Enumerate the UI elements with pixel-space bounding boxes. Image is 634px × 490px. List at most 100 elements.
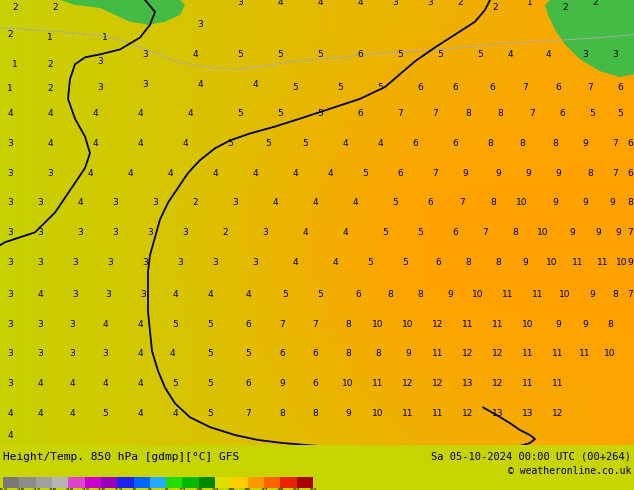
Text: 3: 3	[7, 139, 13, 148]
Text: 4: 4	[182, 139, 188, 148]
Text: 5: 5	[377, 82, 383, 92]
Text: 4: 4	[172, 409, 178, 418]
Text: 2: 2	[47, 60, 53, 69]
Text: 1: 1	[7, 84, 13, 94]
Text: 5: 5	[317, 50, 323, 59]
Text: 8: 8	[465, 109, 471, 118]
Text: 3: 3	[177, 258, 183, 267]
Text: 5: 5	[477, 50, 483, 59]
Text: 6: 6	[312, 349, 318, 359]
Text: 30: 30	[228, 489, 235, 490]
Text: 6: 6	[427, 198, 433, 207]
Text: 2: 2	[562, 3, 568, 12]
Text: 5: 5	[302, 139, 308, 148]
Text: 4: 4	[342, 228, 348, 237]
Text: 4: 4	[312, 198, 318, 207]
Text: 4: 4	[252, 79, 258, 89]
Text: 5: 5	[277, 50, 283, 59]
Text: 11: 11	[522, 349, 534, 359]
Text: 12: 12	[493, 349, 503, 359]
Text: 5: 5	[227, 139, 233, 148]
Text: 6: 6	[627, 139, 633, 148]
Text: -30: -30	[63, 489, 74, 490]
Text: 5: 5	[392, 198, 398, 207]
Text: 6: 6	[245, 379, 251, 388]
Text: 2: 2	[192, 198, 198, 207]
Text: 3: 3	[7, 258, 13, 267]
Text: 6: 6	[435, 258, 441, 267]
Text: 3: 3	[142, 50, 148, 59]
Text: 10: 10	[342, 379, 354, 388]
Text: 8: 8	[512, 228, 518, 237]
Text: 11: 11	[573, 258, 584, 267]
Text: 0: 0	[148, 489, 152, 490]
Text: 6: 6	[489, 82, 495, 92]
Text: 12: 12	[403, 379, 414, 388]
Text: 9: 9	[615, 228, 621, 237]
Text: 5: 5	[207, 320, 213, 329]
Text: 4: 4	[69, 409, 75, 418]
Text: 2: 2	[12, 3, 18, 12]
Text: 8: 8	[627, 198, 633, 207]
Text: 2: 2	[47, 84, 53, 94]
Text: 12: 12	[462, 409, 474, 418]
Text: 11: 11	[522, 379, 534, 388]
Text: 8: 8	[497, 109, 503, 118]
Text: 2: 2	[52, 3, 58, 12]
Text: 4: 4	[317, 0, 323, 7]
Text: 4: 4	[169, 349, 175, 359]
Text: Sa 05-10-2024 00:00 UTC (00+264): Sa 05-10-2024 00:00 UTC (00+264)	[431, 452, 631, 462]
Bar	[150, 477, 166, 488]
Text: 5: 5	[207, 349, 213, 359]
Text: 3: 3	[7, 349, 13, 359]
Text: 8: 8	[607, 320, 613, 329]
Text: 3: 3	[37, 258, 43, 267]
Text: 3: 3	[69, 320, 75, 329]
Text: 12: 12	[179, 489, 186, 490]
Text: 9: 9	[525, 169, 531, 177]
Text: 6: 6	[397, 169, 403, 177]
Text: 9: 9	[589, 290, 595, 299]
Text: 3: 3	[612, 50, 618, 59]
Polygon shape	[545, 0, 634, 77]
Text: 5: 5	[437, 50, 443, 59]
Text: 4: 4	[7, 409, 13, 418]
Text: 3: 3	[112, 228, 118, 237]
Text: -48: -48	[14, 489, 25, 490]
Text: 3: 3	[37, 320, 43, 329]
Text: 3: 3	[97, 57, 103, 66]
Text: 4: 4	[47, 109, 53, 118]
Text: 3: 3	[7, 320, 13, 329]
Text: 4: 4	[77, 198, 83, 207]
Text: 5: 5	[292, 82, 298, 92]
Text: 4: 4	[545, 50, 551, 59]
Text: 9: 9	[495, 169, 501, 177]
Text: 8: 8	[279, 409, 285, 418]
Text: 3: 3	[7, 198, 13, 207]
Bar	[248, 477, 264, 488]
Text: 5: 5	[397, 50, 403, 59]
Text: 3: 3	[7, 379, 13, 388]
Text: 6: 6	[312, 379, 318, 388]
Text: 7: 7	[587, 82, 593, 92]
Text: 2: 2	[457, 0, 463, 7]
Text: 8: 8	[519, 139, 525, 148]
Text: 4: 4	[102, 320, 108, 329]
Text: 9: 9	[582, 320, 588, 329]
Text: 4: 4	[377, 139, 383, 148]
Text: 9: 9	[609, 198, 615, 207]
Text: 4: 4	[87, 169, 93, 177]
Text: 3: 3	[97, 82, 103, 92]
Text: 6: 6	[279, 349, 285, 359]
Text: 5: 5	[337, 82, 343, 92]
Text: 2: 2	[222, 228, 228, 237]
Text: 3: 3	[72, 290, 78, 299]
Text: 9: 9	[345, 409, 351, 418]
Text: 7: 7	[459, 198, 465, 207]
Text: 5: 5	[207, 409, 213, 418]
Text: 6: 6	[627, 169, 633, 177]
Bar	[19, 477, 36, 488]
Text: 11: 11	[432, 409, 444, 418]
Text: 11: 11	[579, 349, 591, 359]
Text: 3: 3	[107, 258, 113, 267]
